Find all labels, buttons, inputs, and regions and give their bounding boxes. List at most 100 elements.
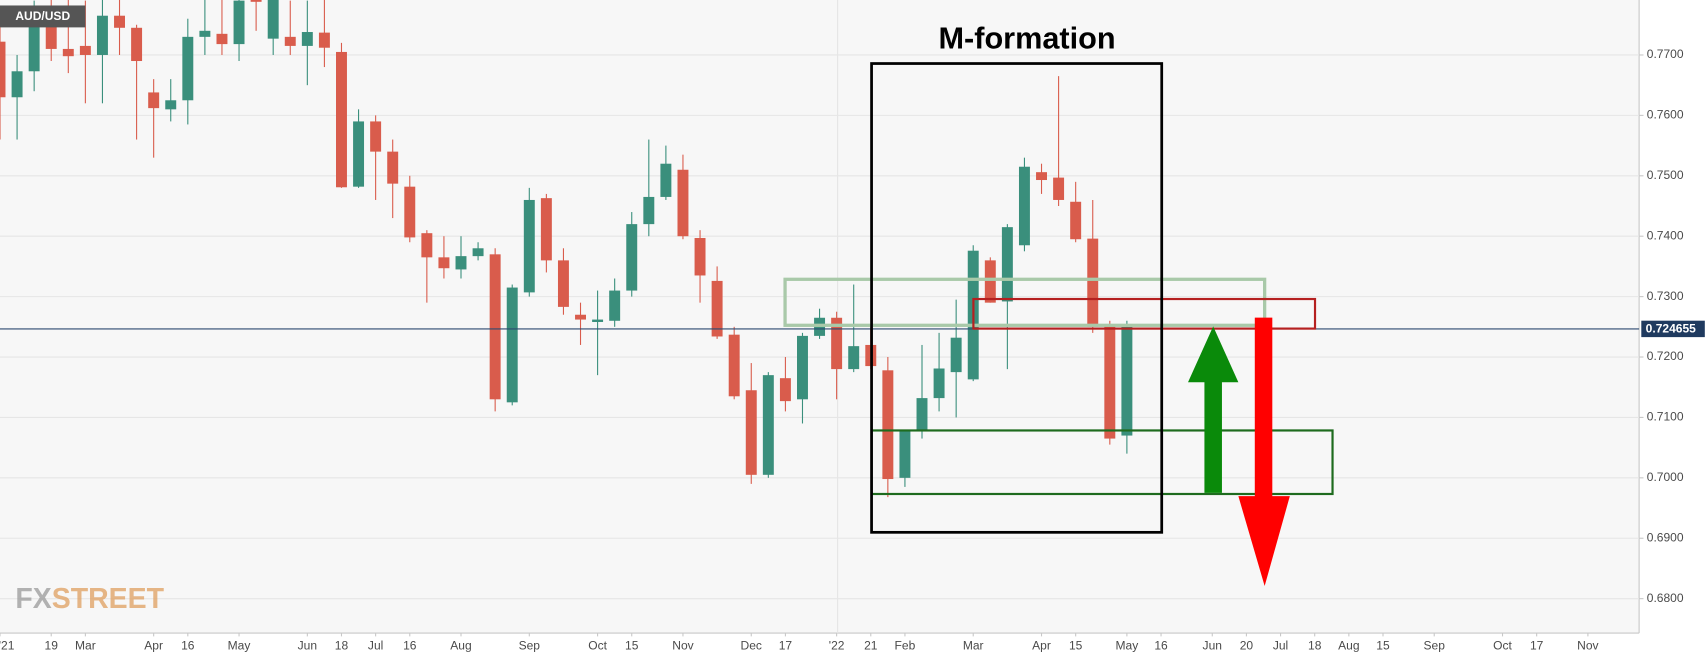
- x-tick-label: Sep: [519, 638, 541, 652]
- candle-body: [677, 169, 689, 237]
- candle-body: [916, 398, 928, 432]
- y-tick-label: 0.7400: [1647, 228, 1684, 242]
- y-tick-label: 0.7700: [1647, 47, 1684, 61]
- candle-body: [609, 290, 621, 321]
- candle-body: [762, 375, 774, 475]
- candle-body: [1121, 326, 1133, 436]
- candle-body: [79, 45, 91, 55]
- candle-body: [370, 121, 382, 152]
- x-tick-label: 20: [1240, 638, 1254, 652]
- candle-body: [199, 30, 211, 37]
- watermark: FXSTREET: [15, 583, 164, 615]
- y-tick-label: 0.6800: [1647, 591, 1684, 605]
- candle-body: [267, 0, 279, 39]
- last-price-box: [1641, 320, 1705, 338]
- x-tick-label: May: [1116, 638, 1139, 652]
- candle-body: [882, 370, 894, 480]
- down-arrow: [1238, 317, 1290, 586]
- last-price: 0.724655: [0, 320, 1705, 338]
- x-tick-label: Aug: [450, 638, 471, 652]
- y-tick-label: 0.7000: [1647, 470, 1684, 484]
- candle-body: [387, 151, 399, 184]
- candle-body: [438, 257, 450, 269]
- y-tick-label: 0.7300: [1647, 289, 1684, 303]
- candle-body: [1053, 177, 1065, 200]
- candle-body: [626, 224, 638, 291]
- candle-body: [216, 33, 228, 45]
- x-tick-label: Nov: [1577, 638, 1598, 652]
- candle-body: [592, 319, 604, 322]
- x-tick-label: Mar: [75, 638, 96, 652]
- symbol-box: [0, 5, 86, 28]
- candle-body: [643, 196, 655, 225]
- x-tick-label: 15: [1069, 638, 1083, 652]
- x-tick-label: Aug: [1338, 638, 1359, 652]
- candle-body: [728, 334, 740, 397]
- x-tick-label: Dec: [741, 638, 762, 652]
- watermark-right: STREET: [52, 583, 165, 615]
- candle-body: [148, 92, 160, 109]
- candle-body: [182, 36, 194, 101]
- last-price-label: 0.724655: [1646, 322, 1696, 336]
- x-tick-label: 17: [779, 638, 793, 652]
- candle-body: [523, 199, 535, 293]
- candle-body: [660, 163, 672, 197]
- candle-body: [233, 0, 245, 45]
- candle-body: [165, 100, 177, 110]
- candle-body: [250, 0, 262, 2]
- x-tick-label: Oct: [1493, 638, 1512, 652]
- candle-body: [933, 368, 945, 399]
- x-tick-label: 17: [1530, 638, 1544, 652]
- candle-body: [0, 41, 6, 98]
- x-tick-label: Apr: [1032, 638, 1051, 652]
- candle-body: [899, 431, 911, 478]
- candle-body: [711, 280, 723, 337]
- candle-body: [540, 198, 552, 261]
- candle-body: [45, 12, 57, 49]
- candle-body: [62, 48, 74, 57]
- candle-body: [831, 317, 843, 370]
- candle-body: [336, 51, 347, 188]
- x-tick-label: Sep: [1424, 638, 1446, 652]
- candle-body: [1036, 172, 1047, 181]
- candle-body: [318, 32, 330, 48]
- candle-body: [745, 390, 757, 475]
- x-tick-label: 18: [1308, 638, 1322, 652]
- candle-body: [1001, 227, 1013, 302]
- candle-body: [506, 287, 518, 403]
- m-formation-box: [870, 62, 1164, 534]
- symbol-label: AUD/USD: [15, 9, 70, 23]
- candle-body: [455, 256, 467, 270]
- candle-body: [284, 36, 296, 46]
- chart-title: M-formation: [939, 22, 1116, 56]
- x-tick-label: '21: [0, 638, 15, 652]
- resistance-zone-light: [783, 277, 1267, 327]
- x-tick-label: Jun: [298, 638, 317, 652]
- x-tick-label: 16: [1154, 638, 1168, 652]
- axes: 0.6800 0.6900 0.7000 0.7100 0.7200 0.7300 0.74…: [0, 47, 1684, 652]
- x-tick-label: Jul: [1273, 638, 1288, 652]
- candle-body: [797, 335, 808, 400]
- candle-body: [848, 346, 860, 370]
- candle-body: [301, 32, 313, 46]
- candle-body: [557, 260, 569, 307]
- x-tick-label: 15: [625, 638, 639, 652]
- y-tick-label: 0.6900: [1647, 530, 1684, 544]
- resistance-zone-red: [972, 297, 1317, 330]
- x-tick-label: Jul: [368, 638, 383, 652]
- x-tick-label: 16: [403, 638, 417, 652]
- candle-body: [472, 248, 484, 257]
- x-tick-label: 19: [45, 638, 59, 652]
- y-tick-label: 0.7100: [1647, 410, 1684, 424]
- x-tick-label: Nov: [672, 638, 693, 652]
- candle-body: [131, 27, 143, 62]
- candle-body: [1070, 201, 1082, 240]
- candle-body: [489, 254, 501, 400]
- x-tick-label: May: [228, 638, 251, 652]
- x-tick-label: 21: [864, 638, 878, 652]
- grid: [0, 54, 1640, 600]
- candle-body: [1104, 325, 1116, 439]
- x-tick-label: Oct: [588, 638, 607, 652]
- candle-body: [984, 260, 996, 303]
- x-tick-label: Jun: [1203, 638, 1222, 652]
